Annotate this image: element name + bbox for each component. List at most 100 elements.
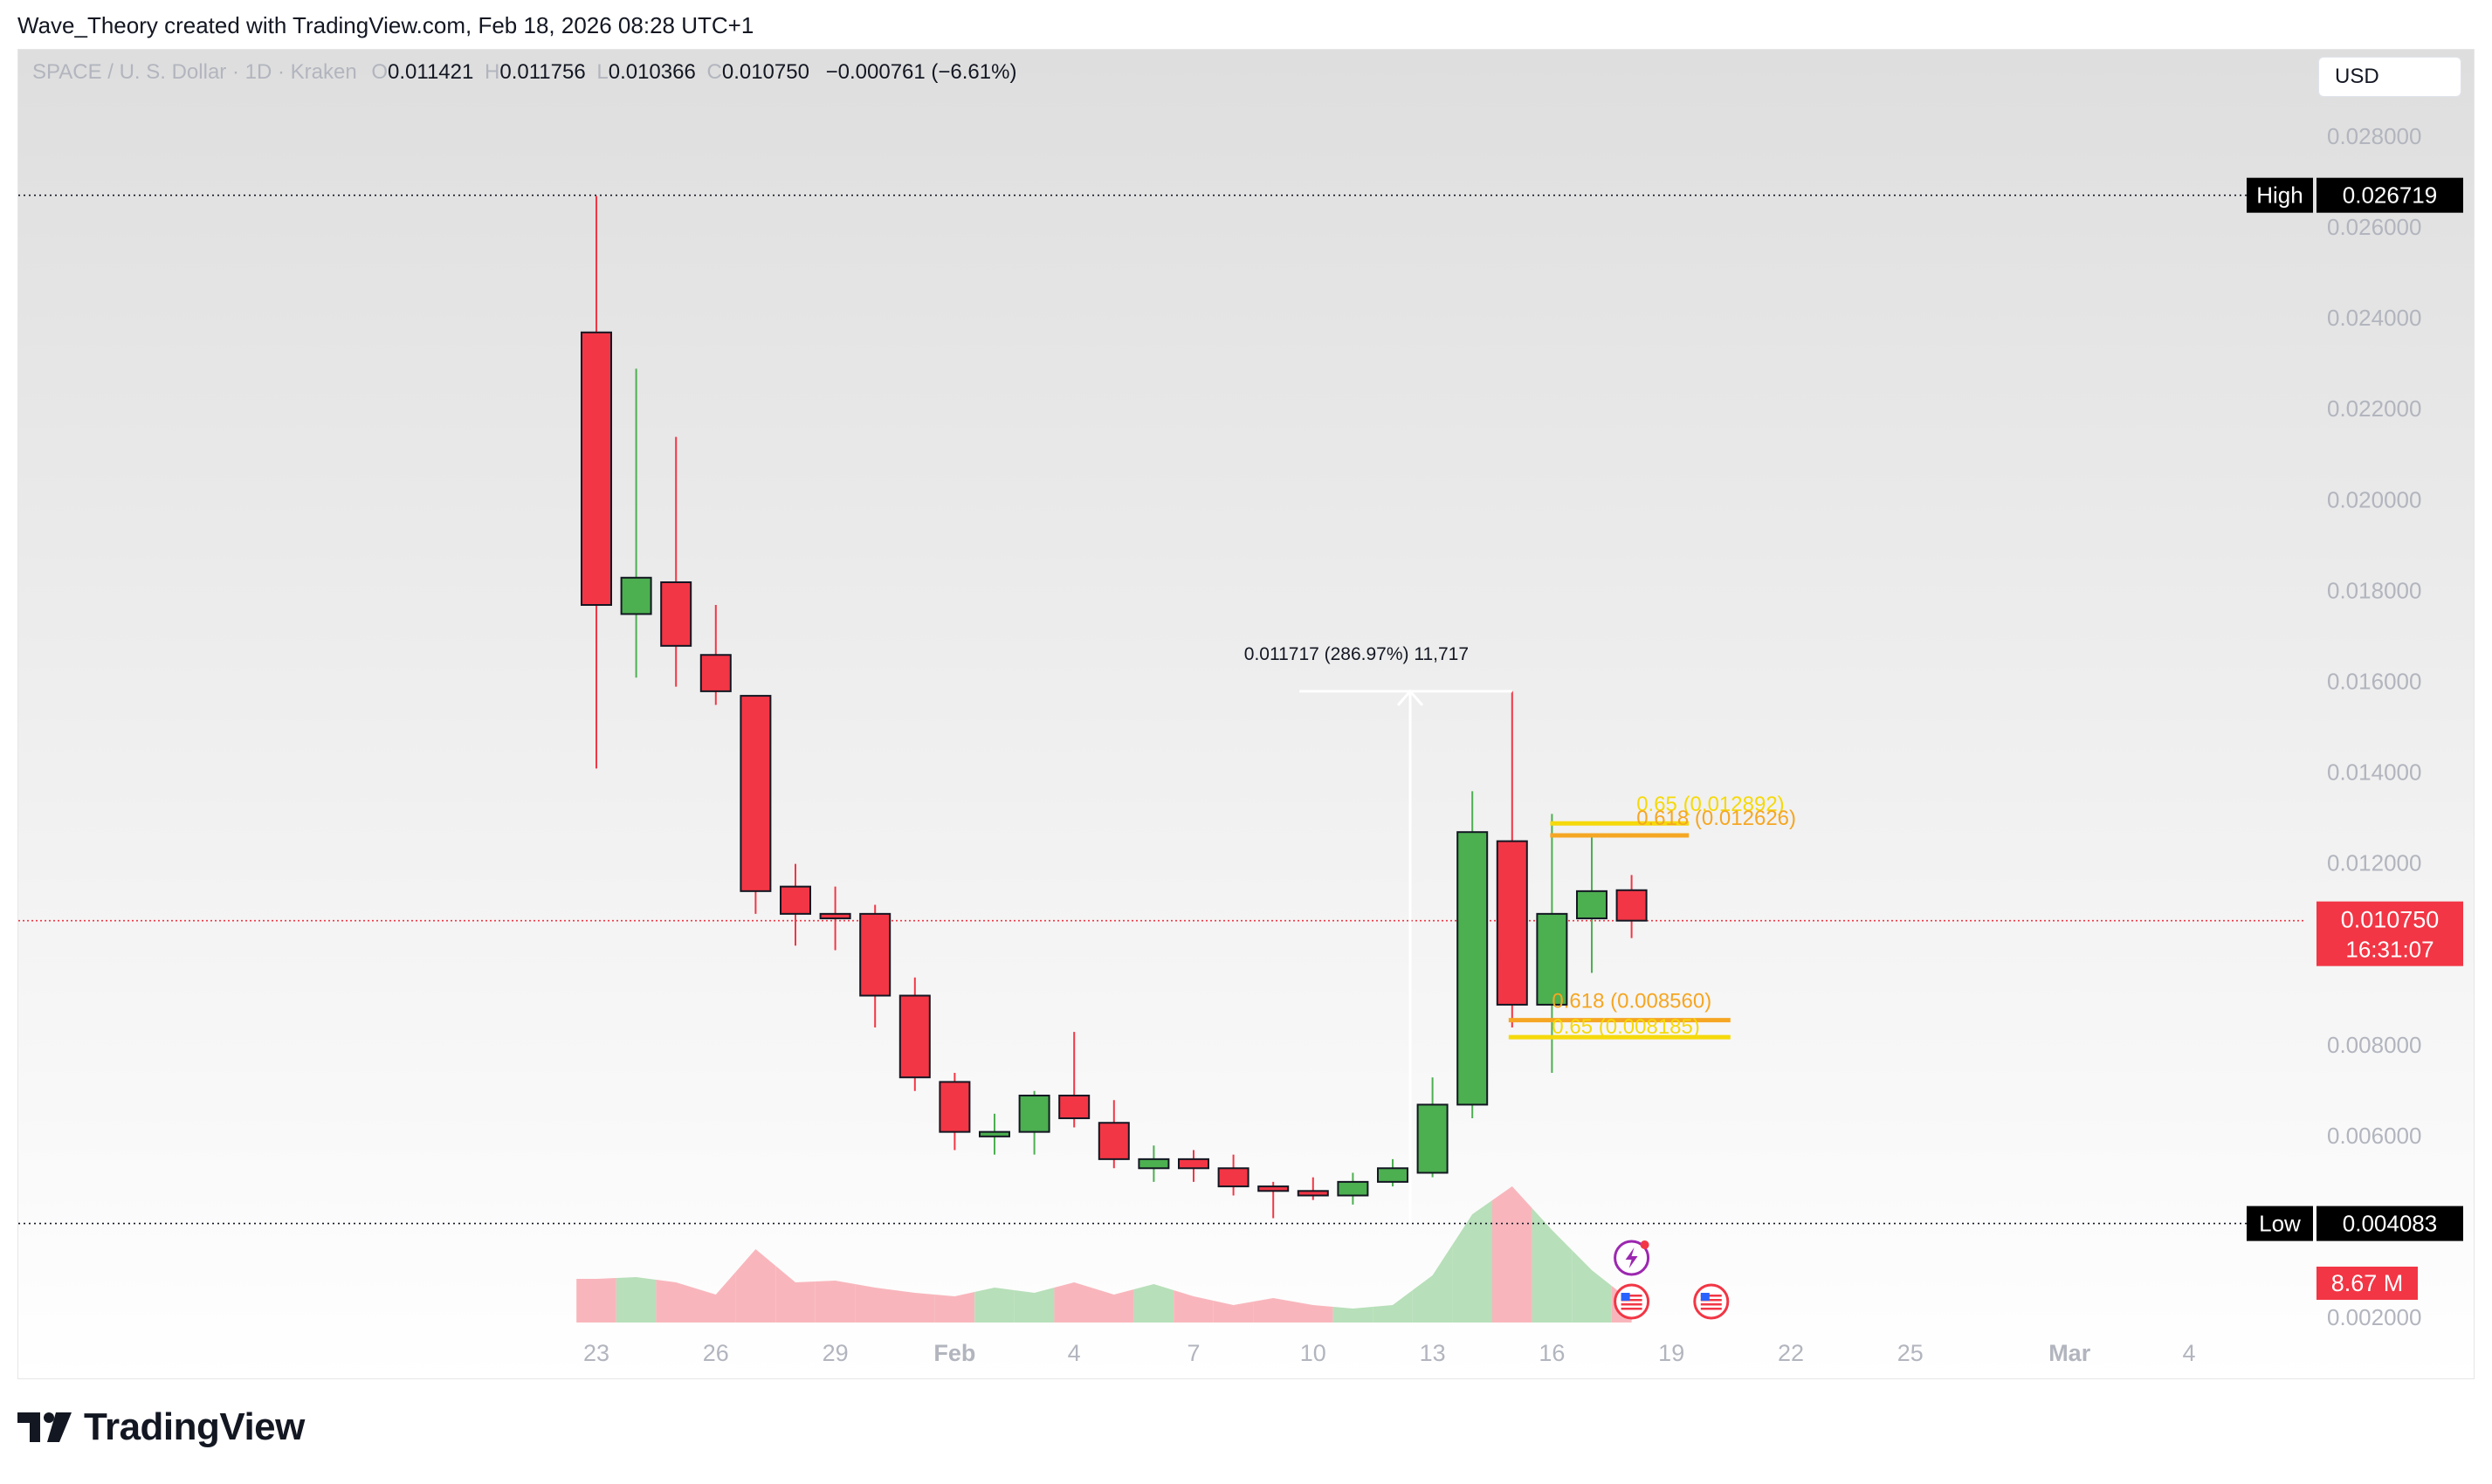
- overlays: 0.011717 (286.97%) 11,717 0.65 (0.012892)…: [1244, 644, 1796, 1320]
- chart-panel[interactable]: 0.011717 (286.97%) 11,717 0.65 (0.012892)…: [17, 49, 2475, 1379]
- fib-level-label: 0.65 (0.012892): [1636, 793, 1784, 816]
- candle-body: [1098, 1122, 1130, 1160]
- volume-segment: [1332, 1307, 1373, 1323]
- low-label: L: [596, 60, 609, 84]
- volume-segment: [1174, 1290, 1214, 1323]
- high-tag-value-box: [2316, 177, 2463, 213]
- volume-segment: [1094, 1288, 1134, 1323]
- candle: [1297, 1177, 1329, 1200]
- candle-body: [1337, 1180, 1369, 1197]
- open-value: 0.011421: [388, 60, 474, 84]
- candle: [1257, 1181, 1290, 1219]
- candle-body: [1456, 831, 1489, 1106]
- chart-caption: Wave_Theory created with TradingView.com…: [17, 12, 754, 38]
- volume-segment: [1452, 1200, 1492, 1323]
- low-tag-label: Low: [2259, 1211, 2301, 1237]
- flag-stripe: [1621, 1308, 1642, 1310]
- x-tick-label: Mar: [2048, 1340, 2091, 1366]
- candle-body: [780, 885, 811, 915]
- candle: [699, 605, 732, 705]
- y-tick-label: 0.018000: [2327, 577, 2421, 603]
- lightning-event-icon: [1614, 1240, 1650, 1276]
- x-tick-label: 7: [1187, 1340, 1200, 1366]
- candle-body: [1178, 1158, 1209, 1170]
- candles: [581, 196, 1648, 1219]
- fib-level-label: 0.618 (0.008560): [1552, 990, 1711, 1013]
- low-tag-value-box: [2316, 1206, 2463, 1241]
- flag-stripe: [1621, 1299, 1642, 1302]
- volume-segment: [974, 1288, 1015, 1323]
- volume-segment: [1014, 1288, 1055, 1323]
- low-value: 0.010366: [608, 60, 696, 84]
- flag-canton: [1700, 1293, 1710, 1301]
- close-value: 0.010750: [721, 60, 809, 84]
- volume-tag-value: 8.67 M: [2331, 1270, 2404, 1296]
- volume-segment: [1572, 1250, 1612, 1323]
- high-value: 0.011756: [499, 60, 586, 84]
- candle-body: [1377, 1167, 1408, 1183]
- candle: [1098, 1100, 1130, 1169]
- x-tick-label: 26: [703, 1340, 729, 1366]
- x-tick-label: 4: [2182, 1340, 2195, 1366]
- flag-canton: [1621, 1293, 1630, 1301]
- x-tick-label: 22: [1778, 1340, 1804, 1366]
- candle: [1217, 1154, 1249, 1196]
- price-chart[interactable]: 0.011717 (286.97%) 11,717 0.65 (0.012892)…: [18, 50, 2475, 1379]
- candle: [1377, 1158, 1408, 1187]
- candle-body: [1615, 889, 1648, 922]
- candle: [1018, 1090, 1050, 1155]
- candle: [1615, 875, 1648, 938]
- candle: [819, 886, 851, 951]
- volume-segment: [1532, 1208, 1573, 1323]
- candle: [1337, 1172, 1369, 1205]
- flag-stripe: [1621, 1303, 1642, 1306]
- event-dot: [1640, 1240, 1649, 1249]
- candle: [780, 863, 811, 946]
- x-tick-label: Feb: [933, 1340, 975, 1366]
- volume-segment: [815, 1281, 856, 1323]
- flag-stripe: [1700, 1303, 1722, 1306]
- brand-name: TradingView: [84, 1405, 305, 1448]
- us-flag-event-icon: [1693, 1283, 1730, 1320]
- reference-lines: [18, 194, 2306, 1225]
- candle: [620, 368, 652, 678]
- candle: [1496, 690, 1528, 1027]
- current-price-box: [2316, 901, 2463, 966]
- flag-stripe: [1700, 1295, 1722, 1297]
- y-tick-label: 0.012000: [2327, 850, 2421, 876]
- y-tick-label: 0.006000: [2327, 1123, 2421, 1149]
- candle: [898, 977, 931, 1091]
- volume-segment: [855, 1284, 895, 1323]
- volume-segment: [1253, 1298, 1293, 1323]
- volume-segment: [656, 1280, 696, 1323]
- candle-body: [819, 912, 851, 920]
- volume-segment: [616, 1277, 657, 1323]
- x-tick-label: 19: [1658, 1340, 1684, 1366]
- candle: [859, 904, 891, 1027]
- open-label: O: [371, 60, 389, 84]
- low-tag: Low 0.004083: [2247, 1206, 2463, 1241]
- volume-segment: [1213, 1301, 1254, 1323]
- tradingview-logo-icon: [17, 1412, 72, 1442]
- candle-body: [1536, 912, 1568, 1006]
- flag-stripe: [1700, 1299, 1722, 1302]
- tradingview-brand[interactable]: TradingView: [17, 1405, 305, 1449]
- high-tag: High 0.026719: [2247, 177, 2463, 213]
- candle-body: [939, 1081, 971, 1133]
- currency-selector[interactable]: USD: [2318, 57, 2461, 97]
- volume-segment: [696, 1272, 736, 1323]
- candle: [581, 196, 612, 769]
- volume-area: [576, 1186, 1632, 1323]
- volume-segment: [895, 1290, 935, 1323]
- high-tag-label-box: [2247, 177, 2313, 213]
- candle-body: [660, 581, 692, 647]
- candle-body: [1257, 1185, 1290, 1192]
- candle: [660, 436, 692, 687]
- y-tick-label: 0.026000: [2327, 214, 2421, 240]
- candle-body: [859, 912, 891, 997]
- volume-segment: [1412, 1245, 1453, 1323]
- low-tag-label-box: [2247, 1206, 2313, 1241]
- y-tick-label: 0.022000: [2327, 395, 2421, 422]
- x-tick-label: 23: [583, 1340, 609, 1366]
- ohlc-legend: SPACE / U. S. Dollar · 1D · Kraken O0.01…: [32, 60, 1016, 85]
